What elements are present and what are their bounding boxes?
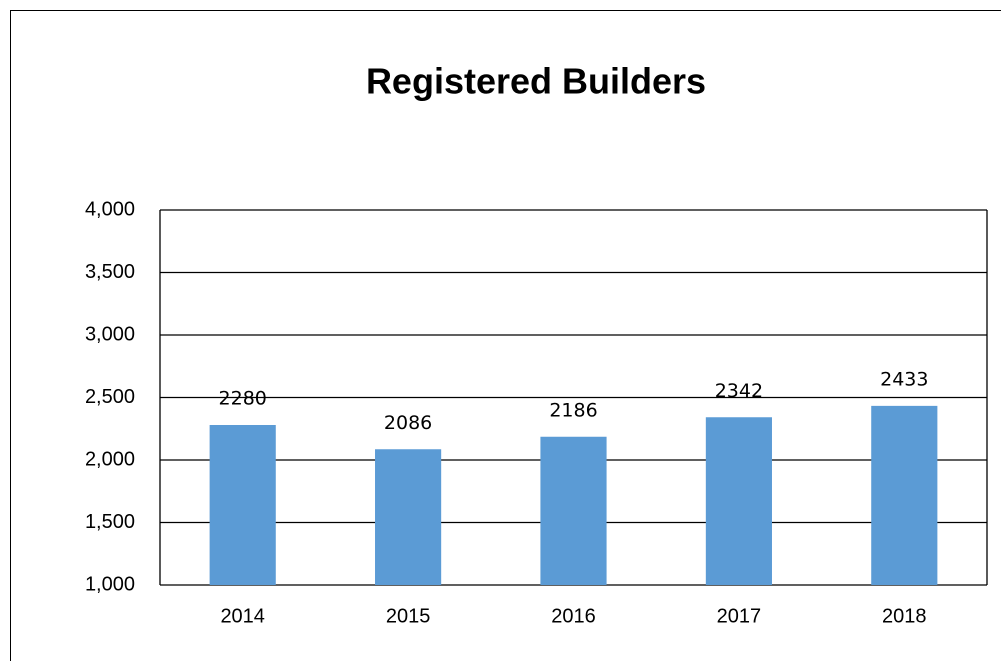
x-tick-label: 2015 bbox=[386, 605, 431, 627]
bar bbox=[540, 436, 607, 585]
x-tick-label: 2014 bbox=[220, 605, 265, 627]
data-label: 2086 bbox=[384, 412, 432, 434]
bar bbox=[375, 449, 442, 585]
data-label: 2186 bbox=[549, 399, 597, 421]
bar bbox=[209, 425, 276, 585]
y-tick-label: 1,500 bbox=[85, 511, 135, 533]
y-tick-label: 3,000 bbox=[85, 323, 135, 345]
data-label: 2342 bbox=[715, 380, 763, 402]
chart-frame bbox=[10, 10, 1001, 661]
y-tick-label: 3,500 bbox=[85, 261, 135, 283]
x-tick-label: 2018 bbox=[882, 605, 927, 627]
x-tick-label: 2016 bbox=[551, 605, 596, 627]
y-tick-label: 4,000 bbox=[85, 198, 135, 220]
data-label: 2280 bbox=[219, 388, 267, 410]
chart-title: Registered Builders bbox=[366, 61, 706, 102]
bar bbox=[871, 405, 938, 585]
bar bbox=[705, 417, 772, 585]
y-tick-label: 2,500 bbox=[85, 386, 135, 408]
y-tick-label: 2,000 bbox=[85, 448, 135, 470]
x-tick-label: 2017 bbox=[717, 605, 762, 627]
data-label: 2433 bbox=[880, 368, 928, 390]
y-tick-label: 1,000 bbox=[85, 573, 135, 595]
